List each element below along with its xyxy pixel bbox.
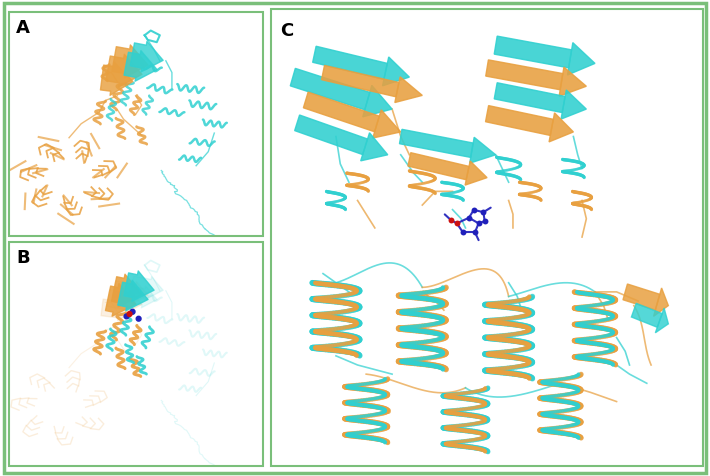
Polygon shape [561,90,586,119]
Polygon shape [549,113,574,142]
Polygon shape [408,153,469,180]
Polygon shape [653,288,668,317]
Point [478,208,489,216]
Polygon shape [567,43,595,75]
Point [124,310,135,318]
Polygon shape [303,92,379,132]
Polygon shape [631,303,662,327]
Point [451,219,462,227]
Polygon shape [383,57,410,86]
Text: C: C [280,22,293,40]
Point [457,228,469,236]
Polygon shape [623,284,660,310]
Polygon shape [373,110,400,138]
Polygon shape [295,115,368,155]
Point [468,206,479,214]
Text: B: B [16,248,30,267]
Point [463,214,474,221]
Polygon shape [486,60,563,90]
Polygon shape [559,67,586,96]
Polygon shape [312,46,388,79]
Text: A: A [16,19,30,37]
Point [445,216,457,224]
Point [121,313,132,320]
Polygon shape [361,133,388,161]
Polygon shape [363,85,392,117]
Point [479,217,491,225]
Polygon shape [395,77,422,102]
Polygon shape [400,129,473,158]
Polygon shape [290,69,370,110]
Point [473,219,484,227]
Polygon shape [494,36,572,68]
Point [127,308,138,316]
Polygon shape [494,83,565,113]
Polygon shape [465,161,487,185]
Polygon shape [470,137,496,163]
Point [133,315,144,323]
Polygon shape [322,65,399,97]
Polygon shape [655,308,668,333]
Point [469,228,481,236]
Polygon shape [486,106,553,136]
